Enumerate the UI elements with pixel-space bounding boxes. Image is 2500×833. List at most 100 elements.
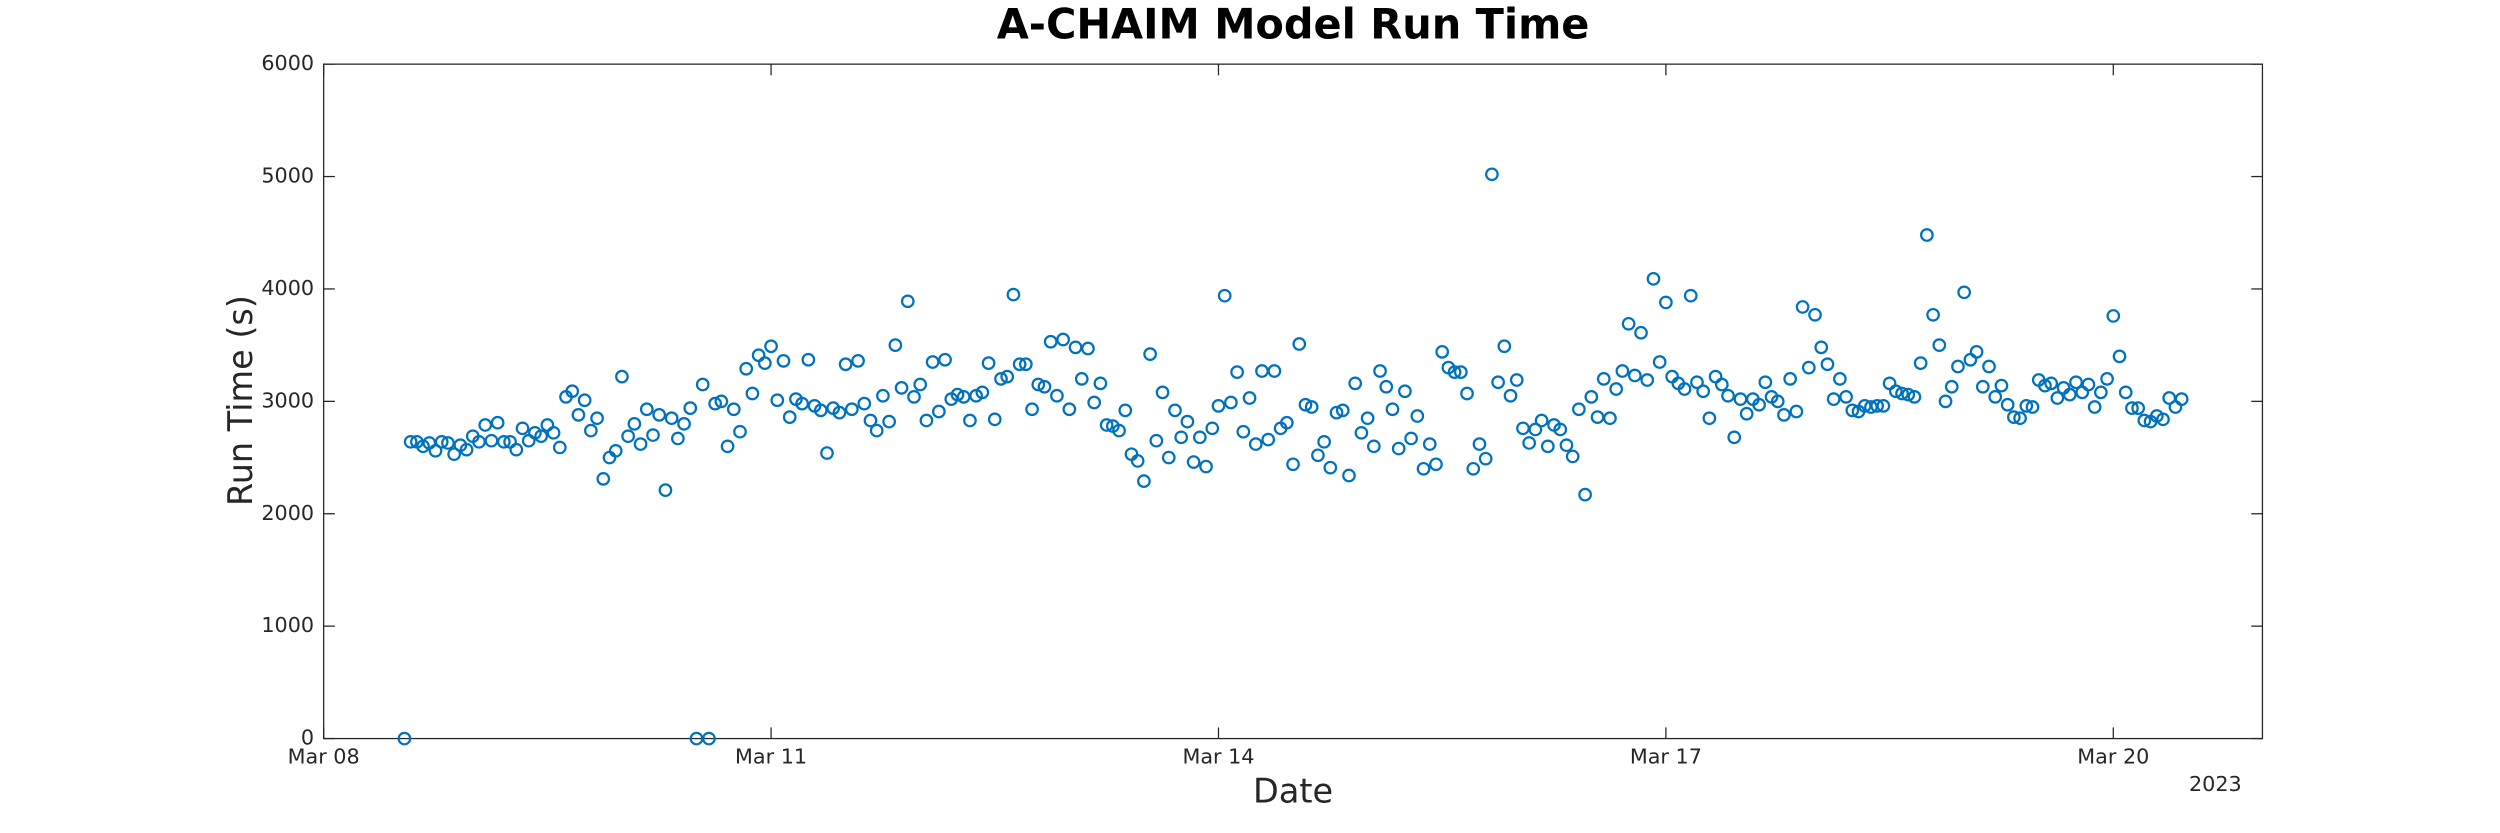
data-point <box>1839 390 1853 404</box>
data-point <box>1379 379 1394 394</box>
data-point <box>1161 450 1176 465</box>
data-point <box>1391 441 1406 456</box>
data-point <box>1211 398 1226 413</box>
data-point <box>683 401 698 415</box>
data-point <box>552 440 567 455</box>
data-point <box>1826 392 1841 406</box>
data-point <box>434 434 449 449</box>
data-point <box>1329 405 1344 420</box>
data-point <box>1770 394 1785 409</box>
data-point <box>1230 365 1244 379</box>
data-point <box>2025 400 2040 414</box>
y-axis-label: Run Time (s) <box>221 295 260 506</box>
data-point <box>1559 438 1574 453</box>
data-point <box>981 356 996 370</box>
data-point <box>1640 373 1655 387</box>
data-point <box>1012 357 1027 372</box>
data-point <box>1466 461 1481 476</box>
data-point <box>664 411 679 426</box>
data-point <box>627 416 642 431</box>
data-point <box>1578 487 1592 502</box>
data-point <box>1777 407 1791 422</box>
data-point <box>1236 424 1251 439</box>
data-point <box>2100 372 2114 386</box>
data-point <box>1876 398 1891 413</box>
data-point <box>565 384 580 399</box>
data-point <box>1205 421 1220 436</box>
data-point <box>1137 474 1151 489</box>
data-point <box>1609 382 1624 396</box>
data-point <box>1348 376 1363 391</box>
data-point <box>776 354 791 368</box>
data-point <box>882 414 896 429</box>
data-point <box>1969 345 1984 359</box>
data-point <box>1354 425 1369 440</box>
data-point <box>571 407 586 422</box>
data-point <box>894 381 909 395</box>
data-point <box>1342 468 1356 483</box>
data-point <box>1304 400 1319 414</box>
data-point <box>931 404 946 419</box>
data-point <box>1404 431 1418 446</box>
data-point <box>1739 406 1754 421</box>
data-point <box>1292 337 1307 351</box>
data-point <box>1248 437 1263 451</box>
data-point <box>1584 390 1599 404</box>
data-point <box>994 372 1008 386</box>
data-point <box>739 361 754 376</box>
data-point <box>1615 364 1630 378</box>
data-point <box>1659 295 1673 310</box>
data-point <box>652 407 667 422</box>
data-point <box>1323 460 1338 475</box>
data-point <box>1279 415 1294 430</box>
data-point <box>490 415 505 430</box>
data-point <box>1572 402 1586 417</box>
data-point <box>1311 448 1325 463</box>
data-point <box>1261 432 1276 447</box>
data-point <box>851 354 865 368</box>
data-point <box>2019 398 2034 413</box>
data-point <box>478 418 493 432</box>
data-point <box>633 437 648 451</box>
data-point <box>1373 364 1387 378</box>
data-point <box>1037 379 1052 394</box>
data-point <box>2044 376 2059 391</box>
data-point <box>764 339 778 354</box>
data-point <box>770 393 785 408</box>
data-point <box>639 402 654 417</box>
data-point <box>1621 316 1636 331</box>
data-point <box>2131 401 2146 415</box>
data-point <box>733 424 747 439</box>
data-point <box>1130 454 1145 468</box>
data-point <box>1702 411 1717 426</box>
data-point <box>1025 402 1039 417</box>
data-point <box>1833 372 1847 386</box>
data-point <box>534 429 549 444</box>
data-point <box>1192 430 1207 445</box>
data-point <box>938 352 952 367</box>
data-point <box>2137 413 2152 428</box>
data-point <box>2062 387 2077 402</box>
y-tick-label: 0 <box>301 726 314 750</box>
data-point <box>1870 398 1885 413</box>
data-point <box>1677 382 1692 396</box>
data-point <box>1224 395 1238 410</box>
data-point <box>2081 377 2096 392</box>
data-point <box>1795 300 1810 314</box>
data-point <box>832 405 847 420</box>
data-point <box>857 396 872 411</box>
data-point <box>2069 375 2083 390</box>
data-point <box>1683 288 1698 303</box>
data-point <box>2125 401 2139 415</box>
data-point <box>820 446 834 460</box>
data-point <box>1180 414 1195 429</box>
x-tick-label: Mar 11 <box>735 745 807 769</box>
data-point <box>1317 434 1331 449</box>
data-point <box>2038 378 2052 393</box>
data-point <box>1453 365 1468 379</box>
y-tick-label: 1000 <box>261 613 314 637</box>
data-point <box>1982 359 1996 374</box>
data-point <box>1242 391 1257 405</box>
data-point <box>403 434 418 449</box>
